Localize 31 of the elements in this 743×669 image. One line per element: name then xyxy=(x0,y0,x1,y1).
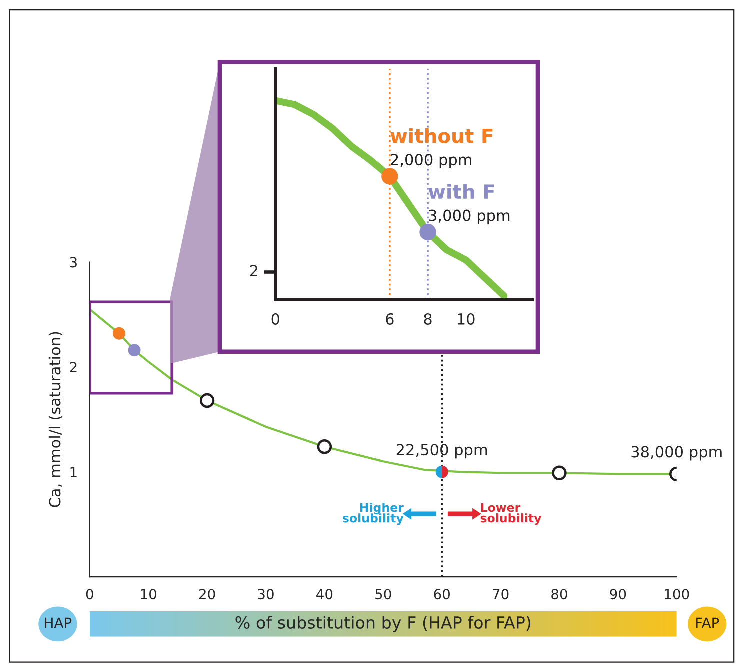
annotation: 2,000 ppm xyxy=(391,154,472,169)
x-tick-label: 10 xyxy=(141,589,157,600)
annotation: without F xyxy=(390,128,493,144)
x-tick-label: 60 xyxy=(434,589,450,600)
annotation: with F xyxy=(428,184,494,199)
x-tick-label: 50 xyxy=(376,589,392,600)
x-axis-title: % of substitution by F (HAP for FAP) xyxy=(236,616,531,632)
y-tick-label: 2 xyxy=(70,362,77,372)
x-tick-label: 30 xyxy=(258,589,274,600)
annotation: 2 xyxy=(250,265,258,276)
x-tick-label: 90 xyxy=(610,589,626,600)
y-tick-label: 3 xyxy=(70,257,77,268)
annotation: 38,000 ppm xyxy=(632,446,722,461)
annotation: Higher solubility xyxy=(343,502,404,526)
x-tick-label: 20 xyxy=(199,589,216,600)
annotation: 3,000 ppm xyxy=(429,210,510,224)
x-tick-label: 8 xyxy=(424,313,432,325)
y-tick-label: 1 xyxy=(70,467,77,478)
x-tick-label: 40 xyxy=(316,589,333,600)
text: HAP xyxy=(45,618,72,628)
annotation: Lower solubility xyxy=(480,503,542,526)
x-tick-label: 0 xyxy=(272,313,280,325)
text: FAP xyxy=(696,618,720,628)
x-tick-label: 100 xyxy=(665,589,690,600)
x-tick-label: 10 xyxy=(458,313,475,325)
x-tick-label: 70 xyxy=(493,589,509,600)
x-tick-label: 80 xyxy=(552,589,568,600)
y-axis-title: Ca, mmol/l (saturation) xyxy=(48,332,63,508)
annotation: 22,500 ppm xyxy=(396,444,488,459)
x-tick-label: 6 xyxy=(386,313,394,325)
x-tick-label: 0 xyxy=(86,589,94,600)
